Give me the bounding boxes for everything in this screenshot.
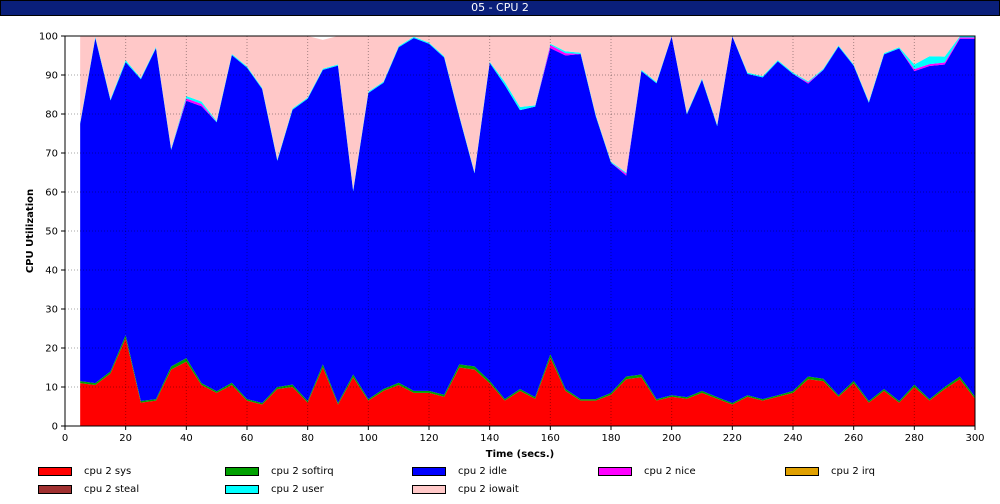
x-tick-label: 80: [301, 433, 314, 444]
legend-swatch: [38, 485, 72, 494]
legend-label: cpu 2 softirq: [271, 466, 334, 477]
legend-swatch: [225, 485, 259, 494]
x-tick-label: 160: [541, 433, 560, 444]
legend-label: cpu 2 idle: [458, 466, 507, 477]
legend-swatch: [412, 467, 446, 476]
chart-title-bar: 05 - CPU 2: [0, 0, 1000, 16]
x-tick-label: 220: [723, 433, 742, 444]
x-tick-label: 240: [783, 433, 802, 444]
y-tick-label: 80: [45, 110, 58, 121]
y-tick-label: 50: [45, 227, 58, 238]
chart-title: 05 - CPU 2: [471, 1, 529, 14]
legend-swatch: [412, 485, 446, 494]
x-tick-label: 20: [119, 433, 132, 444]
legend-label: cpu 2 user: [271, 484, 324, 495]
legend-label: cpu 2 nice: [644, 466, 696, 477]
y-tick-label: 10: [45, 383, 58, 394]
legend-label: cpu 2 steal: [84, 484, 140, 495]
x-tick-label: 120: [419, 433, 438, 444]
legend-swatch: [598, 467, 632, 476]
x-tick-label: 40: [180, 433, 193, 444]
x-tick-label: 60: [241, 433, 254, 444]
x-tick-label: 180: [601, 433, 620, 444]
x-tick-label: 300: [965, 433, 984, 444]
y-tick-label: 30: [45, 305, 58, 316]
chart-legend: cpu 2 sys cpu 2 softirq cpu 2 idle cpu 2 ni…: [0, 462, 1000, 502]
x-tick-label: 260: [844, 433, 863, 444]
y-tick-label: 100: [39, 32, 58, 43]
x-tick-label: 280: [905, 433, 924, 444]
legend-label: cpu 2 sys: [84, 466, 132, 477]
cpu-utilization-chart: 0 10 20 30 40 50 60 70 80 90 100 0 20 40 60 80 100 120 140…: [25, 32, 985, 461]
y-axis-label: CPU Utilization: [25, 189, 36, 273]
legend-swatch: [785, 467, 819, 476]
series-area-cpu-2-sys: [80, 338, 976, 426]
legend-label: cpu 2 iowait: [458, 484, 519, 495]
x-axis-label: Time (secs.): [486, 449, 555, 460]
x-tick-label: 140: [480, 433, 499, 444]
legend-swatch: [225, 467, 259, 476]
series-area-cpu-2-idle: [80, 36, 976, 403]
legend-swatch: [38, 467, 72, 476]
series-area-cpu-2-iowait: [80, 36, 976, 191]
x-tick-label: 0: [62, 433, 68, 444]
x-tick-label: 100: [359, 433, 378, 444]
legend-label: cpu 2 irq: [831, 466, 875, 477]
x-tick-label: 200: [662, 433, 681, 444]
y-tick-label: 0: [52, 422, 58, 433]
y-tick-label: 60: [45, 188, 58, 199]
y-tick-label: 70: [45, 149, 58, 160]
y-tick-label: 90: [45, 71, 58, 82]
y-tick-label: 20: [45, 344, 58, 355]
y-tick-label: 40: [45, 266, 58, 277]
